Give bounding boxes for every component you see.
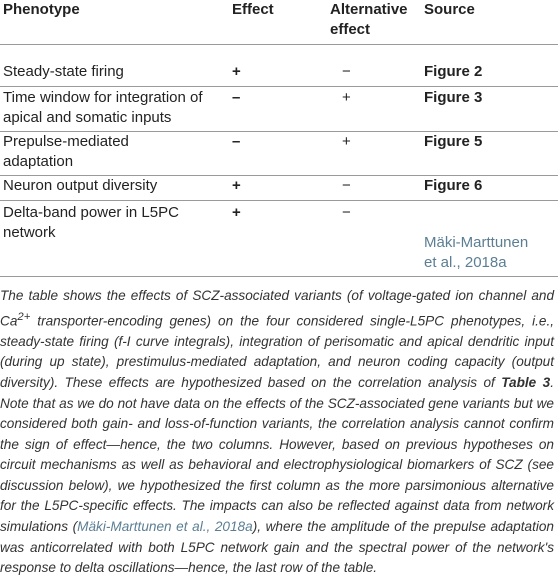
phenotype: Steady-state firing [3, 63, 124, 80]
effect: + [232, 204, 241, 221]
phenotype: Neuron output diversity [3, 177, 158, 194]
phenotype: Prepulse-mediated [3, 133, 129, 150]
citation-link[interactable]: Mäki-Marttunen et al., 2018a [77, 519, 253, 535]
alternative-effect: + [342, 133, 351, 150]
column-header: Effect [232, 1, 274, 18]
caption-text: . Note that as we do not have data on th… [0, 374, 554, 535]
table-reference[interactable]: Table 3 [501, 374, 551, 390]
caption-text: transporter-encoding genes) on the four … [0, 313, 554, 390]
source-figure[interactable]: Figure 2 [424, 63, 483, 80]
caption-text: The table shows the effects of SCZ-assoc… [0, 288, 554, 329]
source-figure[interactable]: Figure 3 [424, 89, 483, 106]
column-header: effect [330, 21, 371, 38]
table-rule [0, 86, 558, 87]
source-citation[interactable]: et al., 2018a [424, 254, 507, 271]
column-header: Source [424, 1, 475, 18]
caption-superscript: 2+ [17, 310, 31, 323]
table-rule [0, 175, 558, 176]
column-header: Phenotype [3, 1, 80, 18]
phenotype: adaptation [3, 153, 74, 170]
alternative-effect: + [342, 89, 351, 106]
table-rule [0, 44, 558, 45]
source-citation[interactable]: Mäki-Marttunen [424, 234, 529, 251]
alternative-effect: − [342, 204, 351, 221]
effect: – [232, 133, 241, 150]
caption: The table shows the effects of SCZ-assoc… [0, 286, 554, 579]
table-rule [0, 131, 558, 132]
source-figure[interactable]: Figure 6 [424, 177, 483, 194]
effect: – [232, 89, 241, 106]
column-header: Alternative [330, 1, 408, 18]
alternative-effect: − [342, 63, 351, 80]
effect: + [232, 63, 241, 80]
source-figure[interactable]: Figure 5 [424, 133, 483, 150]
table-rule [0, 276, 558, 277]
phenotype: Time window for integration of [3, 89, 203, 106]
alternative-effect: − [342, 177, 351, 194]
caption-text: ), where the amplitude of the prepulse a… [0, 519, 554, 576]
effect: + [232, 177, 241, 194]
table-rule [0, 200, 558, 201]
phenotype: Delta-band power in L5PC [3, 204, 179, 221]
phenotype: network [3, 224, 56, 241]
phenotype: apical and somatic inputs [3, 109, 172, 126]
